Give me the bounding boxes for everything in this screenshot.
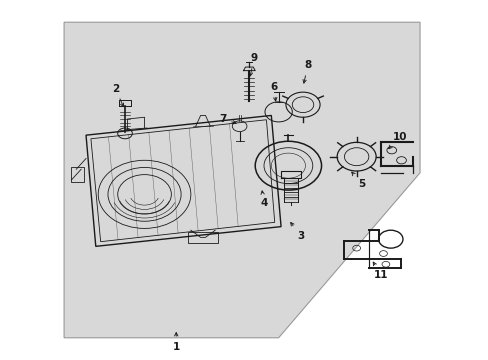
Text: 11: 11 [372, 262, 387, 280]
Text: 1: 1 [172, 333, 180, 352]
Text: 6: 6 [269, 82, 277, 101]
Text: 2: 2 [111, 84, 123, 107]
Text: 9: 9 [249, 53, 257, 76]
Text: 10: 10 [388, 132, 407, 149]
Text: 3: 3 [290, 222, 304, 240]
Text: 8: 8 [303, 60, 311, 83]
Polygon shape [64, 22, 419, 338]
Text: 4: 4 [260, 191, 267, 208]
Text: 7: 7 [219, 114, 236, 124]
Bar [188, 232, 217, 243]
Text: 5: 5 [351, 172, 365, 189]
Bar [71, 167, 83, 182]
